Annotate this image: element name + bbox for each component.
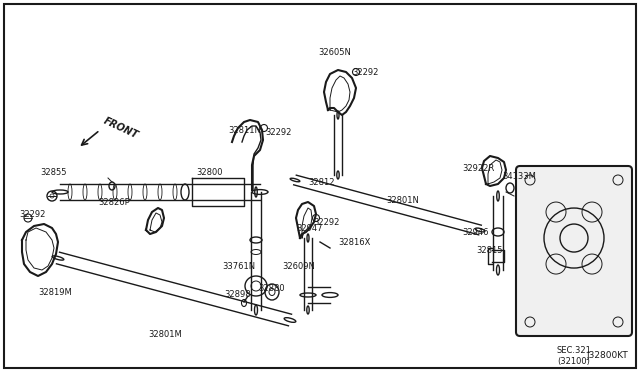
Text: 32292: 32292 [352, 68, 378, 77]
Text: 34133M: 34133M [502, 172, 536, 181]
Text: SEC.321
(32100): SEC.321 (32100) [557, 346, 591, 366]
Text: 32898: 32898 [224, 290, 251, 299]
Text: 33761N: 33761N [222, 262, 255, 271]
Text: 32812: 32812 [308, 178, 335, 187]
Text: 32880: 32880 [258, 284, 285, 293]
Text: 32800: 32800 [196, 168, 223, 177]
Text: 32811N: 32811N [228, 126, 261, 135]
Text: 32819M: 32819M [38, 288, 72, 297]
FancyBboxPatch shape [516, 166, 632, 336]
Text: 32801M: 32801M [148, 330, 182, 339]
Text: 32801N: 32801N [386, 196, 419, 205]
Text: 32815: 32815 [476, 246, 502, 255]
Text: FRONT: FRONT [102, 116, 140, 140]
Text: 32946: 32946 [462, 228, 488, 237]
Text: 32292: 32292 [19, 210, 45, 219]
Text: 32922R: 32922R [462, 164, 494, 173]
Text: 32826P: 32826P [98, 198, 130, 207]
Text: 32292: 32292 [313, 218, 339, 227]
Text: 32609N: 32609N [282, 262, 315, 271]
Text: 32855: 32855 [40, 168, 67, 177]
Text: 32605N: 32605N [318, 48, 351, 57]
Text: 32816X: 32816X [338, 238, 371, 247]
Text: J32800KT: J32800KT [586, 351, 628, 360]
Text: 32292: 32292 [265, 128, 291, 137]
Text: 32947: 32947 [296, 224, 323, 233]
